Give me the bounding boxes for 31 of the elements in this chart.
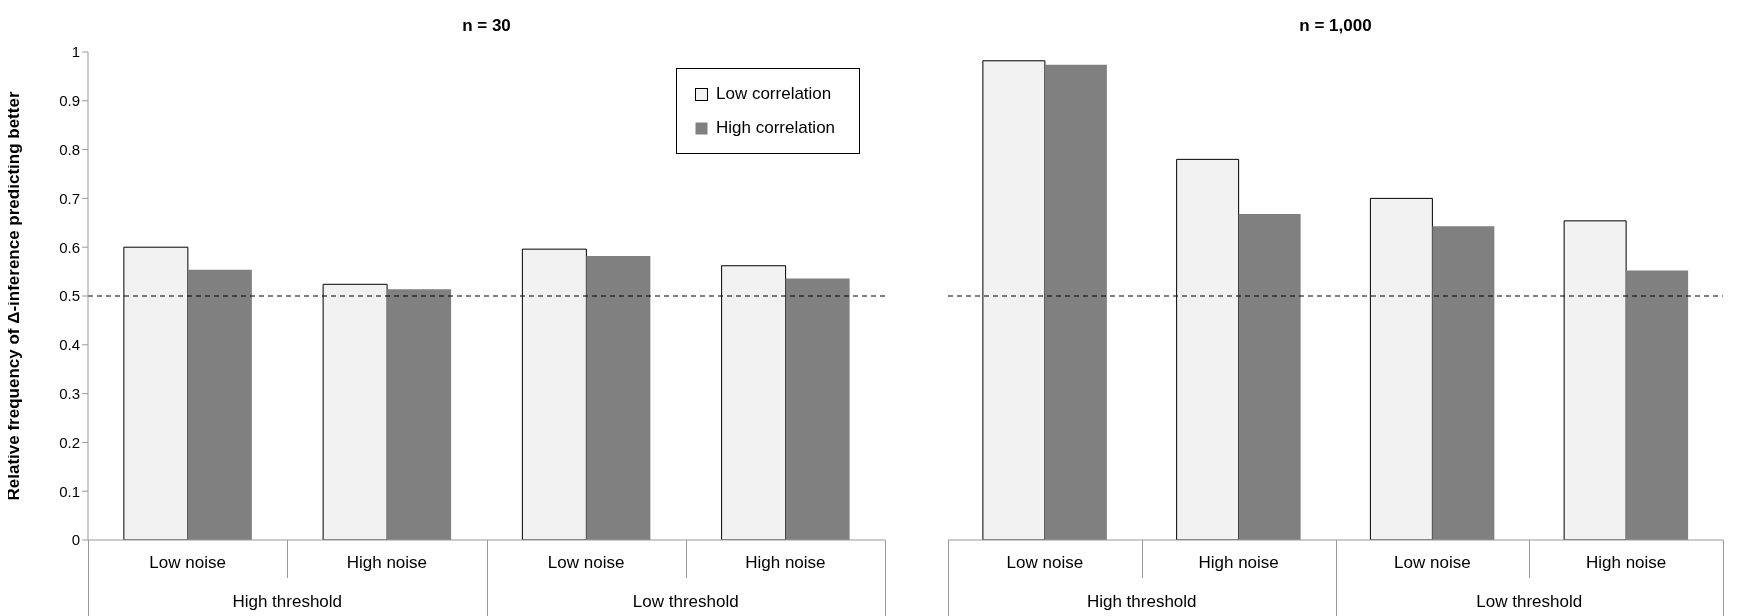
bar xyxy=(1044,64,1107,540)
x-tick-label: High noise xyxy=(346,553,428,573)
y-tick-label: 0 xyxy=(71,531,80,549)
x-tick-label: Low noise xyxy=(1006,553,1084,573)
x-tick-label: High noise xyxy=(1585,553,1667,573)
y-tick-label: 0.9 xyxy=(59,92,80,110)
text: Low threshold xyxy=(1475,592,1584,612)
y-tick-label: 1 xyxy=(71,43,80,61)
y-tick-label: 0.8 xyxy=(59,140,80,158)
text: High threshold xyxy=(231,592,344,612)
y-tick-label: 0.1 xyxy=(59,482,80,500)
chart-title: n = 30 xyxy=(461,16,512,36)
legend-label: High correlation xyxy=(716,118,836,138)
y-tick-label: 0.2 xyxy=(59,433,80,451)
bar xyxy=(1432,226,1495,540)
legend-label: Low correlation xyxy=(716,84,832,104)
y-tick-label: 0.7 xyxy=(59,189,80,207)
x-tick-label: Low noise xyxy=(149,553,226,573)
text: Low threshold xyxy=(631,592,740,612)
y-tick-label: 0.3 xyxy=(59,384,80,402)
y-tick-label: 0.6 xyxy=(59,238,80,256)
text: High threshold xyxy=(1085,592,1198,612)
y-tick-label: 0.4 xyxy=(59,336,80,354)
x-tick-label: High noise xyxy=(745,553,826,573)
chart-title: n = 1,000 xyxy=(1298,16,1373,36)
bar xyxy=(1626,270,1689,540)
y-tick-label: 0.5 xyxy=(59,287,80,305)
x-tick-label: Low noise xyxy=(1394,553,1471,573)
x-tick-label: High noise xyxy=(1198,553,1279,573)
bar xyxy=(1238,214,1301,540)
x-tick-label: Low noise xyxy=(547,553,625,573)
